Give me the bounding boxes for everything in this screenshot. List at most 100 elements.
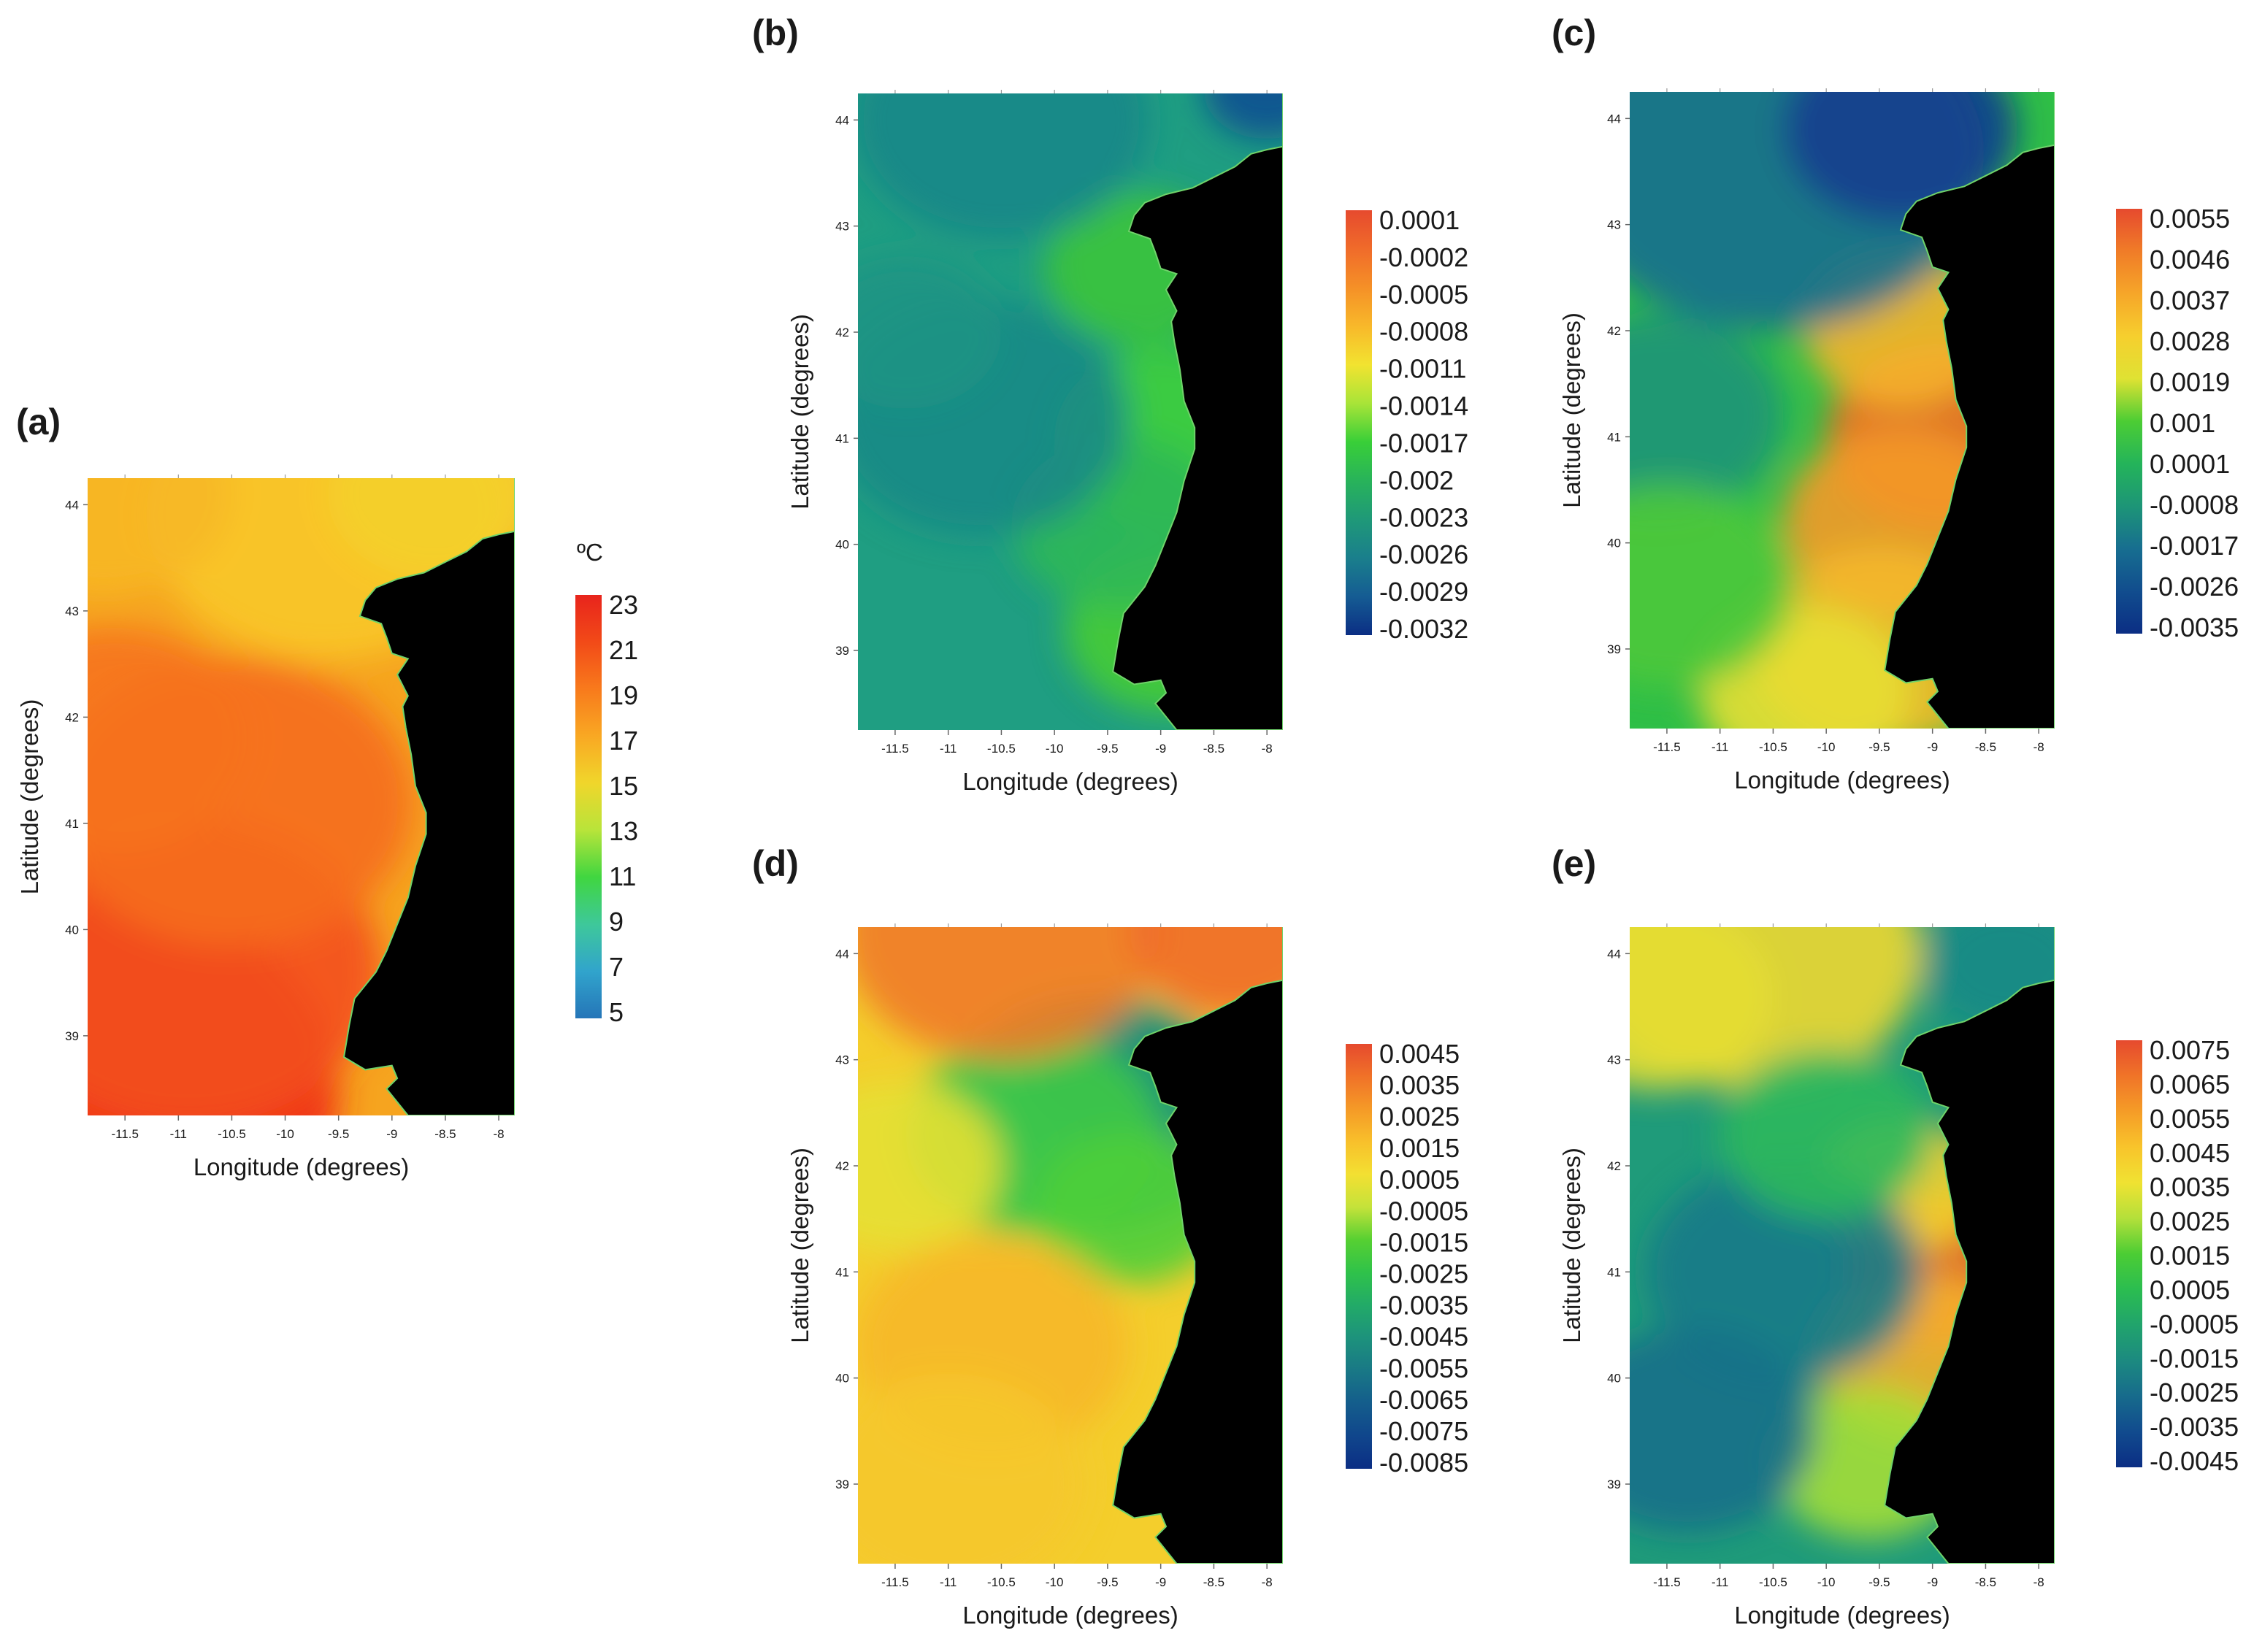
x-tick-label: -8.5 <box>1975 1575 1996 1589</box>
x-axis-label: Longitude (degrees) <box>962 768 1178 795</box>
colorbar-label: -0.0075 <box>1379 1416 1468 1446</box>
colorbar-unit: ºC <box>577 539 603 566</box>
field-blob <box>1129 927 1283 1018</box>
y-tick-label: 39 <box>835 644 849 658</box>
x-tick-label: -11.5 <box>881 1575 909 1589</box>
colorbar: 23 21 19 17 15 13 11 9 7 5 ºC <box>575 539 638 1027</box>
colorbar-label: -0.0035 <box>2150 1412 2239 1442</box>
x-tick-label: -9 <box>386 1127 397 1141</box>
x-tick-label: -11 <box>940 742 957 756</box>
x-tick-label: -8.5 <box>1203 742 1224 756</box>
colorbar-label: 0.0037 <box>2150 285 2230 315</box>
colorbar-label: 0.001 <box>2150 408 2215 438</box>
y-tick-label: 40 <box>1607 1372 1621 1386</box>
colorbar-label: -0.0011 <box>1379 354 1466 384</box>
x-tick-label: -9 <box>1155 742 1166 756</box>
y-tick-label: 42 <box>65 710 79 724</box>
x-tick-label: -10.5 <box>987 1575 1016 1589</box>
colorbar-label: -0.0014 <box>1379 391 1468 421</box>
colorbar-label: -0.0032 <box>1379 614 1468 644</box>
colorbar-label: 0.0045 <box>2150 1138 2230 1168</box>
x-tick-label: -10 <box>1817 740 1836 754</box>
panel-0: -11.5 -11 -10.5 -10 -9.5 -9 -8.5 -8 44 43 42 41 40 39… <box>16 402 638 1180</box>
field-blob <box>88 628 253 849</box>
x-tick-label: -11 <box>170 1127 187 1141</box>
y-tick-label: 43 <box>835 220 849 234</box>
x-axis-label: Longitude (degrees) <box>193 1153 409 1180</box>
colorbar-label: 23 <box>609 590 638 620</box>
panel-label: (b) <box>752 12 799 53</box>
y-tick-label: 44 <box>65 498 79 512</box>
x-axis-label: Longitude (degrees) <box>1734 1602 1950 1629</box>
field-blob <box>1203 93 1283 139</box>
y-tick-label: 44 <box>1607 947 1621 961</box>
colorbar-label: -0.0017 <box>1379 428 1468 458</box>
colorbar-label: 0.0025 <box>2150 1207 2230 1237</box>
x-tick-label: -11 <box>940 1575 957 1589</box>
colorbar-gradient <box>1346 210 1372 635</box>
colorbar-label: 0.0065 <box>2150 1069 2230 1099</box>
x-tick-label: -10 <box>1046 1575 1064 1589</box>
field-blob <box>1630 313 1784 518</box>
colorbar: 0.00450.00350.00250.00150.0005-0.0005-0.… <box>1346 1039 1468 1478</box>
colorbar: 0.0001 -0.0002 -0.0005 -0.0008 -0.0011 -0.001… <box>1346 205 1468 644</box>
colorbar-label: -0.0017 <box>2150 531 2239 561</box>
colorbar-label: -0.0035 <box>1379 1291 1468 1321</box>
map-field <box>1630 92 2055 729</box>
colorbar-label: -0.0035 <box>2150 612 2239 642</box>
x-tick-label: -9 <box>1155 1575 1166 1589</box>
colorbar-label: -0.0025 <box>1379 1259 1468 1289</box>
colorbar-label: -0.0002 <box>1379 242 1468 272</box>
panel-3: -11.5 -11 -10.5 -10 -9.5 -9 -8.5 -8 44 43 42 41 40 39… <box>752 843 1468 1629</box>
axes: -11.5 -11 -10.5 -10 -9.5 -9 -8.5 -8 44 43 42 41 40 39 <box>1607 88 2044 754</box>
y-tick-label: 43 <box>1607 218 1621 232</box>
colorbar-label: 0.0001 <box>1379 205 1460 235</box>
panel-label: (c) <box>1552 12 1596 53</box>
x-tick-label: -10.5 <box>987 742 1016 756</box>
colorbar-label: 0.0005 <box>2150 1275 2230 1305</box>
y-tick-label: 41 <box>1607 430 1621 444</box>
x-tick-label: -9 <box>1927 740 1938 754</box>
axes: -11.5 -11 -10.5 -10 -9.5 -9 -8.5 -8 44 43 42 41 40 39 <box>835 923 1273 1589</box>
x-tick-label: -10 <box>276 1127 294 1141</box>
colorbar-label: -0.0008 <box>1379 317 1468 347</box>
y-axis-label: Latitude (degrees) <box>786 1148 813 1343</box>
colorbar-gradient <box>2116 1040 2142 1467</box>
axes: -11.5 -11 -10.5 -10 -9.5 -9 -8.5 -8 44 43 42 41 40 39 <box>65 475 505 1141</box>
colorbar-label: 0.0055 <box>2150 1104 2230 1134</box>
colorbar-gradient <box>2116 209 2142 634</box>
colorbar-label: -0.0008 <box>2150 490 2239 520</box>
x-tick-label: -9.5 <box>1097 1575 1118 1589</box>
colorbar-label: -0.0025 <box>2150 1378 2239 1407</box>
colorbar-label: 7 <box>609 952 624 982</box>
colorbar-label: 0.0045 <box>1379 1039 1460 1069</box>
field-blob <box>858 927 1161 1060</box>
colorbar: 0.0075 0.0065 0.0055 0.0045 0.0035 0.0025 0.00… <box>2116 1035 2239 1476</box>
colorbar-label: 0.0046 <box>2150 245 2230 274</box>
colorbar-label: 0.0075 <box>2150 1035 2230 1065</box>
x-tick-label: -11 <box>1711 740 1728 754</box>
x-tick-label: -8 <box>1262 742 1273 756</box>
y-axis-label: Latitude (degrees) <box>16 699 43 895</box>
colorbar-label: -0.0026 <box>2150 572 2239 602</box>
map-field <box>1630 927 2055 1564</box>
x-tick-label: -10 <box>1046 742 1064 756</box>
map-field <box>88 478 515 1115</box>
y-tick-label: 42 <box>835 326 849 339</box>
panel-4: -11.5 -11 -10.5 -10 -9.5 -9 -8.5 -8 44 43 42 41 40 39… <box>1552 843 2239 1629</box>
y-tick-label: 39 <box>1607 642 1621 656</box>
y-tick-label: 39 <box>835 1478 849 1491</box>
y-tick-label: 42 <box>835 1159 849 1173</box>
panel-label: (d) <box>752 843 799 884</box>
y-tick-label: 44 <box>1607 112 1621 126</box>
x-tick-label: -11.5 <box>881 742 909 756</box>
field-blob <box>1630 927 1774 1090</box>
colorbar-gradient <box>575 595 602 1018</box>
y-tick-label: 40 <box>1607 537 1621 550</box>
field-blob <box>858 93 1151 239</box>
x-tick-label: -9.5 <box>328 1127 349 1141</box>
x-tick-label: -10 <box>1817 1575 1836 1589</box>
colorbar-label: -0.0015 <box>1379 1227 1468 1257</box>
y-tick-label: 41 <box>835 431 849 445</box>
